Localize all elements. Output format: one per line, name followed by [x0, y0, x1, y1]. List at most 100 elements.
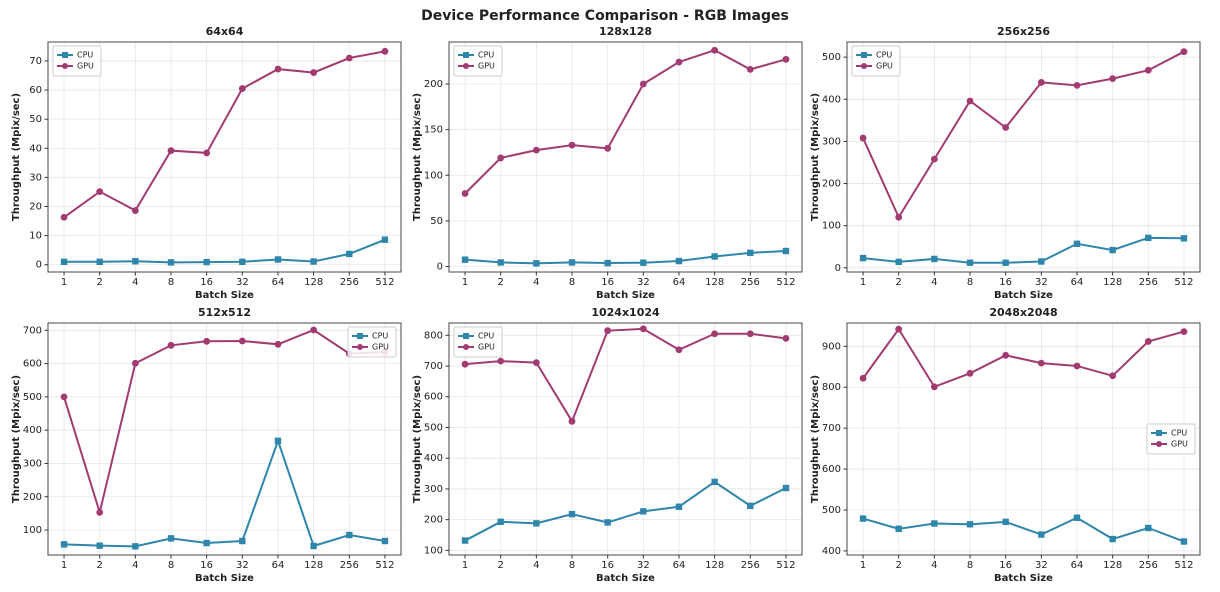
- marker: [1109, 75, 1117, 83]
- marker: [274, 340, 282, 348]
- marker: [96, 542, 103, 549]
- marker: [604, 519, 611, 526]
- y-tick-label: 600: [822, 464, 841, 475]
- marker: [746, 330, 754, 338]
- y-tick-label: 100: [424, 170, 443, 181]
- plot-frame: [47, 41, 402, 273]
- marker: [274, 437, 282, 445]
- x-tick-label: 16: [999, 560, 1012, 571]
- legend-label: CPU: [478, 332, 494, 341]
- marker: [568, 417, 576, 425]
- marker: [310, 69, 318, 76]
- y-tick-label: 0: [437, 262, 443, 273]
- x-tick-label: 1: [61, 277, 67, 288]
- legend-label: GPU: [478, 343, 495, 352]
- legend-marker: [463, 344, 469, 350]
- series-line: [464, 49, 787, 195]
- marker: [203, 258, 210, 266]
- marker: [381, 47, 389, 55]
- x-tick-label: 8: [168, 277, 174, 288]
- y-tick-label: 60: [29, 85, 42, 96]
- x-tick-label: 8: [569, 277, 575, 288]
- marker: [675, 58, 683, 66]
- marker: [167, 259, 175, 266]
- legend-label: CPU: [1171, 429, 1187, 438]
- x-tick-label: 128: [705, 277, 724, 288]
- y-tick-label: 10: [29, 231, 42, 242]
- x-tick-label: 8: [569, 560, 575, 571]
- legend-label: CPU: [876, 51, 892, 60]
- y-tick-label: 500: [424, 422, 443, 433]
- y-axis-label: Throughput (Mpix/sec): [810, 93, 821, 221]
- marker: [859, 134, 867, 142]
- x-tick-label: 512: [375, 560, 394, 571]
- marker: [747, 502, 754, 510]
- y-tick-label: 100: [822, 221, 841, 232]
- marker: [747, 249, 754, 257]
- marker: [1073, 514, 1081, 521]
- x-tick-label: 8: [967, 560, 973, 571]
- subplot-title: 128x128: [599, 25, 652, 38]
- x-tick-label: 2: [97, 560, 103, 571]
- marker: [711, 46, 719, 54]
- series-line: [464, 327, 787, 424]
- marker: [274, 256, 282, 263]
- y-tick-label: 900: [822, 341, 841, 352]
- y-tick-label: 50: [29, 114, 42, 125]
- x-tick-label: 128: [1103, 277, 1122, 288]
- marker: [711, 478, 718, 486]
- marker: [497, 357, 505, 365]
- y-tick-label: 300: [23, 458, 42, 469]
- y-tick-label: 30: [29, 172, 42, 183]
- plot-frame: [448, 322, 803, 556]
- series-line: [862, 516, 1185, 543]
- marker: [1145, 234, 1152, 242]
- marker: [60, 541, 68, 548]
- x-tick-label: 256: [1139, 560, 1158, 571]
- y-tick-label: 800: [822, 382, 841, 393]
- marker: [1037, 79, 1045, 86]
- x-tick-label: 4: [931, 277, 937, 288]
- legend-label: GPU: [372, 343, 389, 352]
- marker: [203, 337, 211, 345]
- marker: [310, 326, 318, 334]
- marker: [895, 525, 902, 533]
- x-tick-label: 2: [498, 560, 504, 571]
- x-tick-label: 8: [168, 560, 174, 571]
- marker: [1037, 359, 1045, 367]
- x-tick-label: 32: [637, 560, 650, 571]
- marker: [346, 250, 353, 258]
- marker: [604, 259, 611, 267]
- x-tick-label: 2: [896, 560, 902, 571]
- y-tick-label: 40: [29, 143, 42, 154]
- y-tick-label: 200: [23, 492, 42, 503]
- x-tick-label: 128: [1103, 560, 1122, 571]
- y-tick-label: 100: [23, 525, 42, 536]
- marker: [604, 144, 612, 152]
- x-tick-label: 256: [741, 277, 760, 288]
- x-tick-label: 64: [1071, 277, 1084, 288]
- marker: [568, 141, 576, 149]
- marker: [381, 236, 389, 243]
- y-tick-label: 400: [23, 425, 42, 436]
- y-tick-label: 400: [822, 94, 841, 105]
- marker: [461, 256, 469, 263]
- x-tick-label: 1: [61, 560, 67, 571]
- y-axis-label: Throughput (Mpix/sec): [11, 93, 22, 221]
- marker: [931, 520, 938, 527]
- marker: [96, 508, 104, 516]
- y-tick-label: 200: [822, 179, 841, 190]
- y-tick-label: 20: [29, 201, 42, 212]
- marker: [167, 341, 175, 349]
- x-tick-label: 16: [601, 277, 614, 288]
- series-line: [862, 50, 1185, 220]
- x-axis-label: Batch Size: [195, 573, 254, 584]
- legend-label: CPU: [478, 51, 494, 60]
- x-tick-label: 512: [1174, 277, 1193, 288]
- x-tick-label: 512: [375, 277, 394, 288]
- x-tick-label: 64: [272, 277, 285, 288]
- marker: [238, 337, 246, 345]
- marker: [1073, 240, 1081, 247]
- x-tick-label: 1: [860, 560, 866, 571]
- plot-frame: [846, 41, 1201, 273]
